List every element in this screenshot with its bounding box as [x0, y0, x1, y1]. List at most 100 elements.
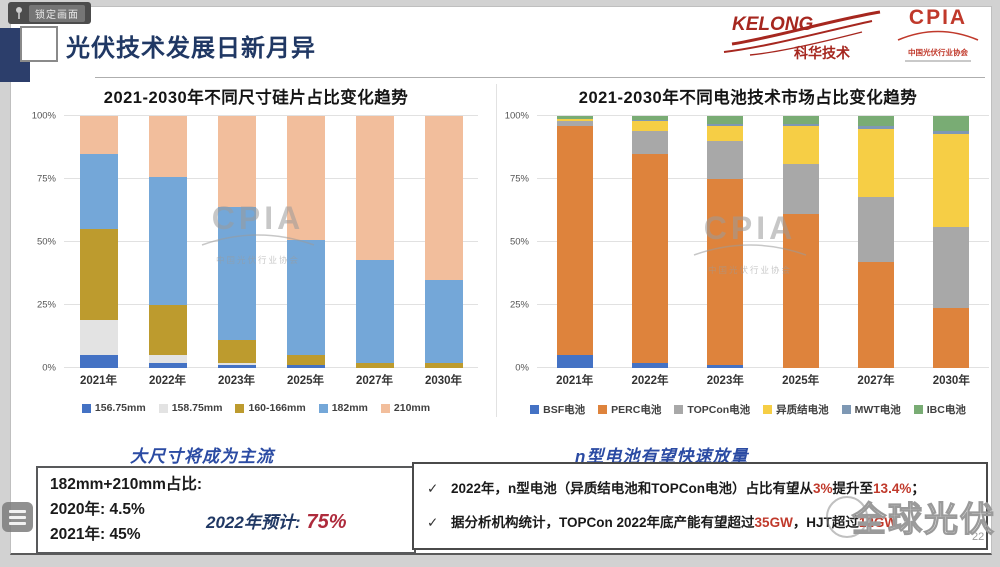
segment-TOPCon电池 — [857, 196, 894, 263]
segment-182mm — [217, 206, 256, 341]
pin-tab-label: 锁定画面 — [29, 4, 85, 22]
insight-left-title: 大尺寸将成为主流 — [130, 447, 274, 466]
segment-IBC电池 — [933, 116, 970, 132]
legend-swatch — [158, 403, 168, 413]
gridline — [537, 304, 989, 305]
segment-210mm — [217, 116, 256, 207]
wafer-chart-y-axis: 0% 25% 50% 75% 100% — [28, 111, 60, 374]
segment-PERC电池 — [556, 126, 593, 356]
segment-IBC电池 — [782, 116, 819, 124]
segment-异质结电池 — [707, 126, 744, 142]
page-number: 22 — [972, 531, 985, 543]
kelong-logo: KELONG 科华技术 — [722, 8, 887, 61]
segment-异质结电池 — [933, 133, 970, 227]
x-label-2027年: 2027年 — [857, 375, 895, 387]
wafer-chart-title: 2021-2030年不同尺寸硅片占比变化趋势 — [103, 89, 409, 107]
header-divider — [95, 77, 985, 78]
cell-chart-x-axis: 2021年 2022年 2023年 2025年 2027年 2030年 — [537, 372, 989, 388]
legend-swatch — [841, 405, 851, 414]
cpia-subtitle: 中国光伏行业协会 — [908, 48, 968, 57]
segment-IBC电池 — [857, 116, 894, 127]
segment-210mm — [424, 116, 463, 280]
segment-210mm — [148, 116, 187, 177]
wafer-chart-x-axis: 2021年 2022年 2023年 2025年 2027年 2030年 — [64, 372, 478, 388]
segment-158.75mm — [217, 362, 256, 366]
x-label-2021年: 2021年 — [79, 375, 118, 387]
segment-182mm — [148, 176, 187, 306]
menu-button[interactable] — [2, 502, 33, 532]
share-2022-forecast: 2022年预计: 75% — [206, 511, 347, 533]
kelong-wordmark: KELONG — [732, 14, 814, 35]
legend-BSF电池: BSF电池 — [530, 402, 585, 417]
bar-2022年 — [148, 116, 187, 368]
segment-160-166mm — [79, 229, 118, 321]
check-icon: ✓ — [427, 480, 439, 496]
wafer-size-chart: 2021-2030年不同尺寸硅片占比变化趋势 0% 25% 50% 75% 100% 2… — [28, 84, 484, 414]
x-label-2021年: 2021年 — [556, 375, 594, 387]
y-tick-50%: 50% — [509, 236, 529, 248]
segment-MWT电池 — [857, 126, 894, 129]
cpia-english-line — [905, 60, 971, 62]
legend-swatch — [913, 405, 923, 414]
bar-2030年 — [933, 116, 970, 368]
segment-160-166mm — [286, 355, 325, 366]
legend-swatch — [235, 403, 245, 413]
bullet-ntype-share: ✓ 2022年，n型电池（异质结电池和TOPCon电池）占比有望从3%提升至13… — [427, 480, 973, 499]
legend-158.75mm: 158.75mm — [158, 402, 222, 414]
legend-PERC电池: PERC电池 — [598, 402, 661, 417]
legend-swatch — [530, 405, 540, 414]
segment-PERC电池 — [782, 214, 819, 368]
bar-2030年 — [424, 116, 463, 368]
x-label-2022年: 2022年 — [148, 375, 187, 387]
legend-156.75mm: 156.75mm — [81, 402, 146, 414]
gridline — [64, 367, 478, 368]
x-label-2030年: 2030年 — [932, 375, 970, 387]
cell-chart-legend: BSF电池 PERC电池 TOPCon电池 异质结电池 MWT电池 IBC电池 — [501, 402, 995, 417]
legend-swatch — [763, 405, 773, 414]
segment-MWT电池 — [707, 123, 744, 127]
gridline — [64, 115, 478, 116]
segment-IBC电池 — [707, 116, 744, 124]
share-2021: 2021年: 45% — [50, 526, 141, 543]
segment-TOPCon电池 — [556, 121, 593, 127]
pin-icon — [16, 7, 22, 19]
x-label-2030年: 2030年 — [424, 375, 463, 387]
cpia-logo: CPIA 中国光伏行业协会 — [888, 7, 988, 62]
page-title: 光伏技术发展日新月异 — [66, 35, 316, 62]
segment-TOPCon电池 — [782, 163, 819, 215]
bar-2021年 — [79, 116, 118, 368]
y-tick-0%: 0% — [515, 362, 529, 374]
gridline — [537, 367, 989, 368]
bar-2021年 — [556, 116, 593, 368]
x-label-2025年: 2025年 — [286, 375, 325, 387]
pin-screen-tab[interactable]: 锁定画面 — [8, 2, 91, 24]
gridline — [537, 178, 989, 179]
segment-182mm — [424, 279, 463, 363]
y-tick-100%: 100% — [504, 110, 529, 122]
bar-2027年 — [857, 116, 894, 368]
x-label-2023年: 2023年 — [706, 375, 744, 387]
bar-2023年 — [707, 116, 744, 368]
legend-182mm: 182mm — [318, 402, 368, 414]
legend-210mm: 210mm — [380, 402, 430, 414]
segment-IBC电池 — [556, 116, 593, 119]
cell-tech-chart: 2021-2030年不同电池技术市场占比变化趋势 0% 25% 50% 75% 100%… — [496, 84, 995, 417]
segment-MWT电池 — [631, 119, 668, 122]
segment-160-166mm — [148, 305, 187, 356]
segment-156.75mm — [148, 362, 187, 368]
bar-2025年 — [782, 116, 819, 368]
y-tick-25%: 25% — [509, 299, 529, 311]
cell-chart-y-axis: 0% 25% 50% 75% 100% — [501, 111, 533, 374]
bar-2027年 — [355, 116, 394, 368]
kelong-subtitle: 科华技术 — [794, 45, 850, 60]
gridline — [64, 304, 478, 305]
segment-异质结电池 — [631, 121, 668, 132]
segment-156.75mm — [217, 365, 256, 368]
wafer-chart-plot — [64, 115, 478, 368]
segment-PERC电池 — [707, 179, 744, 366]
y-tick-75%: 75% — [509, 173, 529, 185]
segment-210mm — [355, 116, 394, 260]
segment-182mm — [286, 239, 325, 356]
legend-IBC电池: IBC电池 — [913, 402, 966, 417]
